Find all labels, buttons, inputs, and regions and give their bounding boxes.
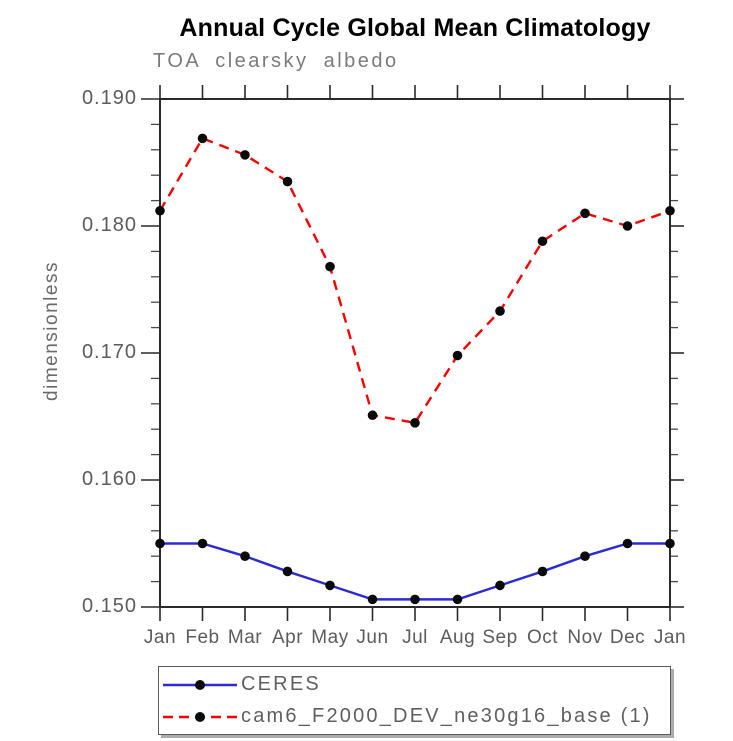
data-point-series-0 xyxy=(197,538,208,549)
x-tick-label: Jan xyxy=(143,627,177,648)
y-tick-label: 0.170 xyxy=(81,341,137,363)
data-point-series-1 xyxy=(622,221,633,231)
data-point-series-1 xyxy=(665,205,675,216)
ceres-line-sample-icon xyxy=(163,679,237,690)
y-tick-label: 0.160 xyxy=(81,468,137,490)
x-tick-label: May xyxy=(311,627,349,648)
model-line-sample-icon xyxy=(163,711,237,722)
x-tick-label: Feb xyxy=(185,627,220,648)
data-point-series-0 xyxy=(580,551,590,561)
x-tick-label: Oct xyxy=(526,627,559,648)
data-point-series-0 xyxy=(452,594,463,605)
legend-label-model: cam6_F2000_DEV_ne30g16_base (1) xyxy=(241,705,652,727)
data-point-series-1 xyxy=(495,306,505,316)
legend-row-model: cam6_F2000_DEV_ne30g16_base (1) xyxy=(159,704,670,730)
legend-row-ceres: CERES xyxy=(159,672,670,698)
y-tick-label: 0.150 xyxy=(81,595,137,617)
data-point-series-1 xyxy=(325,261,335,272)
x-tick-label: Sep xyxy=(482,627,518,648)
y-tick-label: 0.190 xyxy=(81,87,137,109)
x-tick-label: Mar xyxy=(227,627,263,648)
data-point-series-0 xyxy=(537,566,548,577)
data-point-series-1 xyxy=(537,236,548,247)
data-point-series-0 xyxy=(240,551,250,561)
data-point-series-1 xyxy=(367,410,378,421)
data-point-series-0 xyxy=(282,566,293,577)
data-point-series-0 xyxy=(325,580,335,591)
data-point-series-1 xyxy=(410,418,420,428)
x-tick-label: Dec xyxy=(609,627,646,648)
data-point-series-1 xyxy=(197,133,208,144)
x-tick-label: Aug xyxy=(439,627,476,648)
chart-subtitle: TOA clearsky albedo xyxy=(153,50,399,72)
legend-label-ceres: CERES xyxy=(241,673,321,695)
y-tick-label: 0.180 xyxy=(81,214,137,236)
data-point-series-0 xyxy=(410,594,420,605)
data-point-series-0 xyxy=(155,538,165,549)
data-point-series-1 xyxy=(452,350,463,361)
chart-title: Annual Cycle Global Mean Climatology xyxy=(179,14,651,42)
series-line-0 xyxy=(160,542,670,601)
x-tick-label: Jun xyxy=(356,627,389,648)
x-tick-label: Jul xyxy=(402,627,428,648)
data-point-series-1 xyxy=(240,150,250,160)
data-point-series-0 xyxy=(622,538,633,549)
plot-frame xyxy=(159,98,671,608)
data-point-series-0 xyxy=(367,594,378,605)
series-line-1 xyxy=(158,136,671,425)
x-tick-label: Apr xyxy=(271,627,304,648)
data-point-series-1 xyxy=(580,208,590,219)
data-point-series-1 xyxy=(282,176,293,187)
data-point-series-1 xyxy=(155,205,165,216)
x-tick-label: Nov xyxy=(567,627,603,648)
legend: CERES cam6_F2000_DEV_ne30g16_base (1) xyxy=(158,666,671,735)
x-tick-label: Jan xyxy=(653,627,687,648)
data-point-series-0 xyxy=(665,538,675,549)
data-point-series-0 xyxy=(495,580,505,591)
